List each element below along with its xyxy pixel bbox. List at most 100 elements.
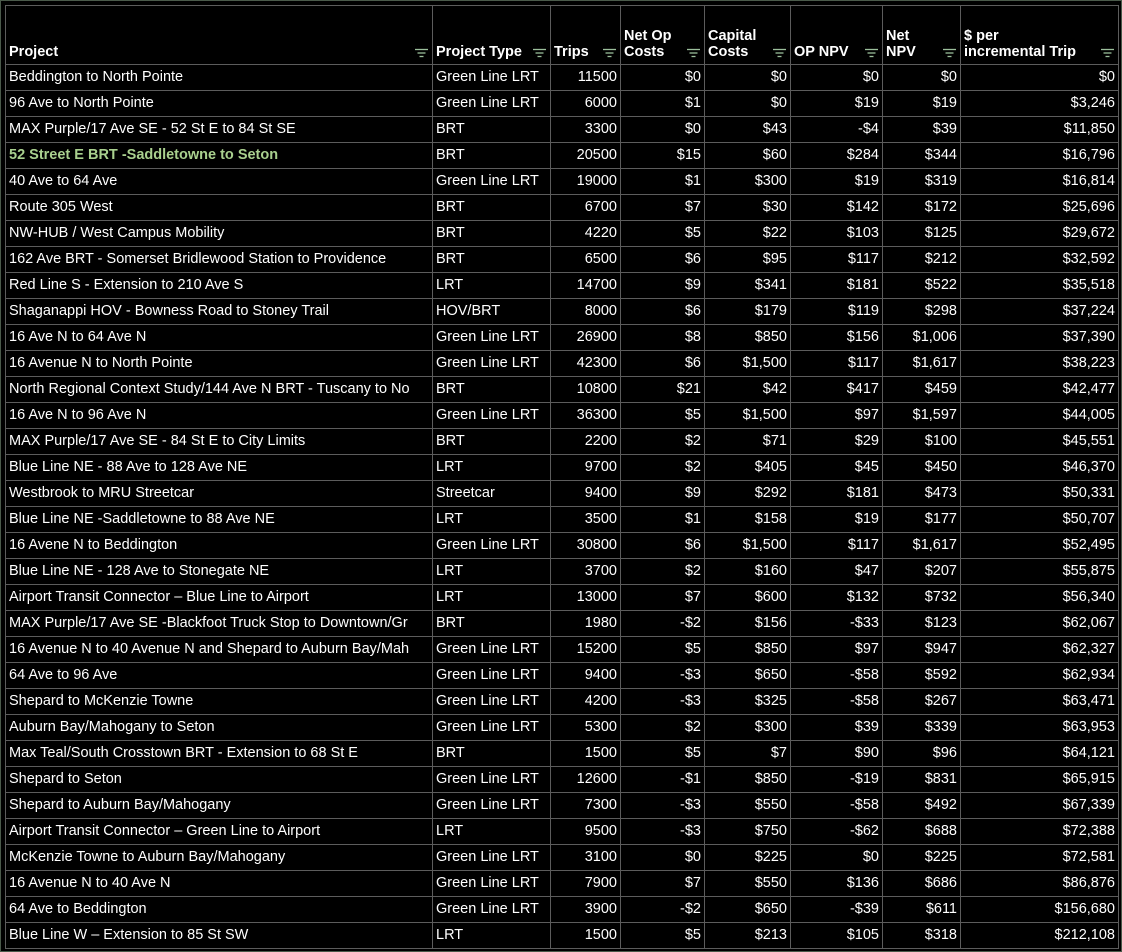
- number-cell: $686: [882, 870, 961, 897]
- number-cell: $550: [704, 792, 791, 819]
- number-cell: $15: [620, 142, 705, 169]
- number-cell: 9700: [550, 454, 621, 481]
- number-cell: $319: [882, 168, 961, 195]
- text-cell: 16 Avene N to Beddington: [5, 532, 433, 559]
- number-cell: $9: [620, 272, 705, 299]
- table-row: 52 Street E BRT -Saddletowne to Seton BRT…: [5, 142, 1119, 169]
- number-cell: 11500: [550, 64, 621, 91]
- text-cell: 16 Avenue N to 40 Ave N: [5, 870, 433, 897]
- number-cell: 30800: [550, 532, 621, 559]
- column-header: Trips: [550, 5, 621, 65]
- number-cell: 6500: [550, 246, 621, 273]
- table-body: Beddington to North Pointe Green Line LRT…: [5, 64, 1119, 949]
- text-cell: Westbrook to MRU Streetcar: [5, 480, 433, 507]
- number-cell: $0: [704, 64, 791, 91]
- number-cell: $72,388: [960, 818, 1119, 845]
- text-cell: 16 Ave N to 64 Ave N: [5, 324, 433, 351]
- table-row: Blue Line NE - 128 Ave to Stonegate NE LR…: [5, 558, 1119, 585]
- text-cell: Auburn Bay/Mahogany to Seton: [5, 714, 433, 741]
- number-cell: $39: [790, 714, 883, 741]
- text-cell: BRT: [432, 246, 551, 273]
- table-row: 64 Ave to 96 Ave Green Line LRT 9400 -$3 $65…: [5, 662, 1119, 689]
- table-row: 96 Ave to North Pointe Green Line LRT 6000…: [5, 90, 1119, 117]
- number-cell: $52,495: [960, 532, 1119, 559]
- table-row: 162 Ave BRT - Somerset Bridlewood Statio…: [5, 246, 1119, 273]
- table-row: Blue Line NE -Saddletowne to 88 Ave NE LR…: [5, 506, 1119, 533]
- text-cell: 40 Ave to 64 Ave: [5, 168, 433, 195]
- text-cell: 16 Avenue N to 40 Avenue N and Shepard t…: [5, 636, 433, 663]
- filter-button[interactable]: [415, 48, 428, 58]
- text-cell: MAX Purple/17 Ave SE -Blackfoot Truck St…: [5, 610, 433, 637]
- number-cell: 9500: [550, 818, 621, 845]
- number-cell: $6: [620, 532, 705, 559]
- text-cell: Green Line LRT: [432, 896, 551, 923]
- number-cell: $90: [790, 740, 883, 767]
- number-cell: $63,953: [960, 714, 1119, 741]
- number-cell: $7: [620, 584, 705, 611]
- header-text: Trips: [554, 44, 589, 60]
- text-cell: North Regional Context Study/144 Ave N B…: [5, 376, 433, 403]
- table-row: Shepard to McKenzie Towne Green Line LRT 4…: [5, 688, 1119, 715]
- number-cell: $136: [790, 870, 883, 897]
- number-cell: $1: [620, 90, 705, 117]
- number-cell: $300: [704, 714, 791, 741]
- text-cell: BRT: [432, 740, 551, 767]
- number-cell: $181: [790, 272, 883, 299]
- number-cell: $7: [620, 870, 705, 897]
- header-text: Project Type: [436, 44, 522, 60]
- number-cell: $47: [790, 558, 883, 585]
- table-row: Shepard to Auburn Bay/Mahogany Green Line…: [5, 792, 1119, 819]
- table-row: Airport Transit Connector – Blue Line to…: [5, 584, 1119, 611]
- number-cell: $142: [790, 194, 883, 221]
- text-cell: Green Line LRT: [432, 714, 551, 741]
- filter-button[interactable]: [943, 48, 956, 58]
- table-row: Red Line S - Extension to 210 Ave S LRT 14…: [5, 272, 1119, 299]
- text-cell: LRT: [432, 454, 551, 481]
- filter-button[interactable]: [687, 48, 700, 58]
- table-row: 16 Ave N to 64 Ave N Green Line LRT 26900 $…: [5, 324, 1119, 351]
- table-row: NW-HUB / West Campus Mobility BRT 4220 $5 $2…: [5, 220, 1119, 247]
- number-cell: $0: [620, 64, 705, 91]
- number-cell: $1,500: [704, 350, 791, 377]
- text-cell: Streetcar: [432, 480, 551, 507]
- number-cell: $156: [704, 610, 791, 637]
- text-cell: Green Line LRT: [432, 662, 551, 689]
- header-text: NPV: [886, 44, 916, 60]
- table-row: 16 Avenue N to 40 Ave N Green Line LRT 790…: [5, 870, 1119, 897]
- table-row: MAX Purple/17 Ave SE -Blackfoot Truck St…: [5, 610, 1119, 637]
- header-text: OP NPV: [794, 44, 849, 60]
- text-cell: Green Line LRT: [432, 636, 551, 663]
- text-cell: BRT: [432, 428, 551, 455]
- number-cell: -$1: [620, 766, 705, 793]
- number-cell: $0: [620, 116, 705, 143]
- number-cell: $8: [620, 324, 705, 351]
- table-row: McKenzie Towne to Auburn Bay/Mahogany Gre…: [5, 844, 1119, 871]
- number-cell: 6000: [550, 90, 621, 117]
- filter-button[interactable]: [1101, 48, 1114, 58]
- number-cell: $37,224: [960, 298, 1119, 325]
- number-cell: $97: [790, 636, 883, 663]
- table-row: Auburn Bay/Mahogany to Seton Green Line L…: [5, 714, 1119, 741]
- number-cell: $550: [704, 870, 791, 897]
- text-cell: LRT: [432, 272, 551, 299]
- number-cell: $325: [704, 688, 791, 715]
- filter-button[interactable]: [865, 48, 878, 58]
- filter-button[interactable]: [773, 48, 786, 58]
- number-cell: -$2: [620, 610, 705, 637]
- number-cell: $9: [620, 480, 705, 507]
- number-cell: $344: [882, 142, 961, 169]
- number-cell: $117: [790, 350, 883, 377]
- text-cell: Green Line LRT: [432, 870, 551, 897]
- number-cell: $1,006: [882, 324, 961, 351]
- number-cell: $22: [704, 220, 791, 247]
- text-cell: Green Line LRT: [432, 844, 551, 871]
- number-cell: $16,796: [960, 142, 1119, 169]
- filter-button[interactable]: [603, 48, 616, 58]
- number-cell: 19000: [550, 168, 621, 195]
- number-cell: $64,121: [960, 740, 1119, 767]
- number-cell: $125: [882, 220, 961, 247]
- number-cell: -$58: [790, 688, 883, 715]
- filter-button[interactable]: [533, 48, 546, 58]
- text-cell: Green Line LRT: [432, 168, 551, 195]
